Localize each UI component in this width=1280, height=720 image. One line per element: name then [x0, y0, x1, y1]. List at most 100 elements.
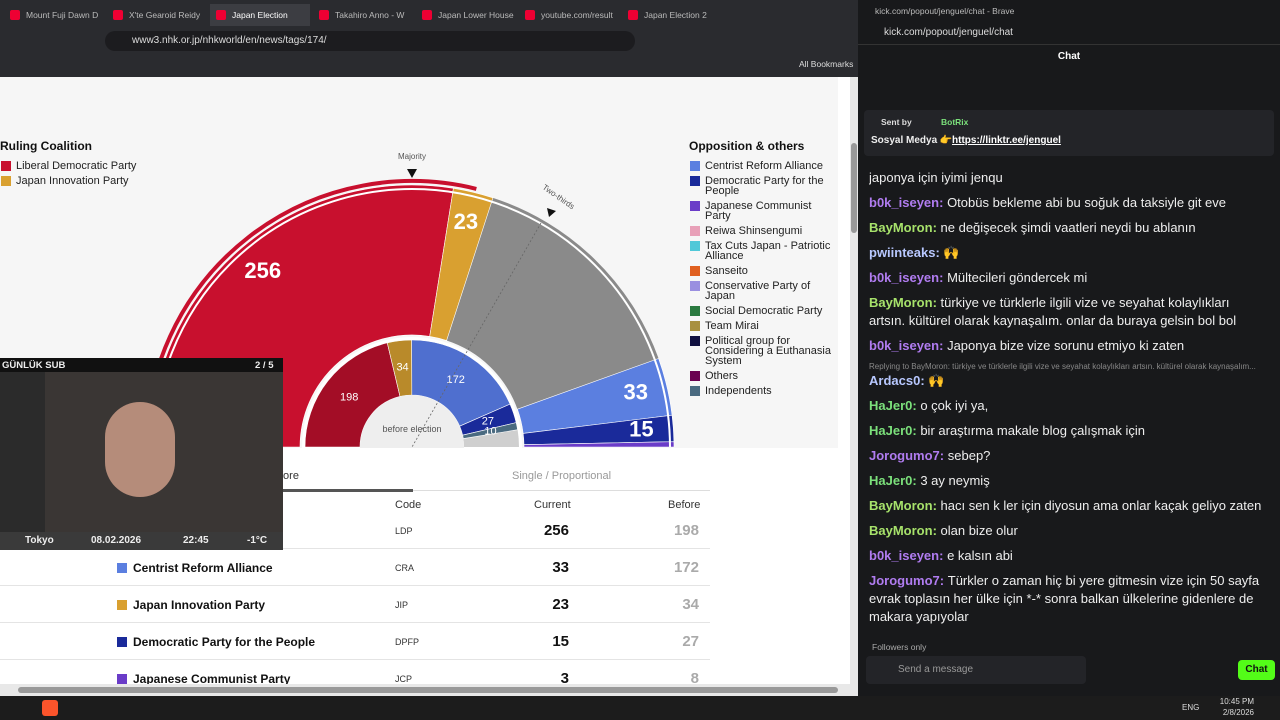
- chat-message: b0k_iseyen: Mültecileri göndercek mi: [869, 265, 1269, 290]
- legend-item: Social Democratic Party: [690, 305, 840, 317]
- remaining-seats: [446, 197, 659, 410]
- username: BayMoron: [869, 219, 933, 235]
- current-seats: 33: [552, 559, 569, 576]
- party-name: Japanese Communist Party: [133, 672, 291, 684]
- legend-item: Liberal Democratic Party: [1, 161, 151, 172]
- browser-chrome: Mount Fuji Dawn D X'te Gearoid Reidy Japan…: [0, 0, 858, 77]
- legend-label: Centrist Reform Alliance: [705, 160, 823, 172]
- browser-tab[interactable]: Takahiro Anno - W: [313, 4, 413, 26]
- legend-swatch: [1, 161, 11, 171]
- clock: 10:45 PM: [1219, 697, 1254, 706]
- message-text: Japonya bize vize sorunu etmiyo ki zaten: [947, 337, 1185, 353]
- message-input[interactable]: [866, 656, 1086, 684]
- username: b0k_iseyen: [869, 269, 940, 285]
- language: ENG: [1182, 703, 1200, 712]
- legend-swatch: [690, 306, 700, 316]
- chat-message: b0k_iseyen: Otobüs bekleme abi bu soğuk …: [869, 190, 1269, 215]
- browser-tab[interactable]: youtube.com/result: [519, 4, 619, 26]
- browser-tab[interactable]: Japan Election 2: [622, 4, 722, 26]
- table-tab[interactable]: Single / Proportional: [512, 470, 612, 482]
- table-tab[interactable]: fore: [280, 470, 299, 482]
- legend-swatch: [690, 161, 700, 171]
- table-row: Japanese Communist Party JCP 3 8: [0, 661, 710, 684]
- tab-icon: [422, 10, 432, 20]
- reply-context: Replying to BayMoron: türkiye ve türkler…: [869, 361, 1256, 371]
- tab-icon: [10, 10, 20, 20]
- pinned-link[interactable]: https://linktr.ee/jenguel: [952, 135, 1061, 146]
- browser-tab[interactable]: Japan Lower House: [416, 4, 516, 26]
- legend-swatch: [690, 266, 700, 276]
- legend-label: Social Democratic Party: [705, 305, 823, 317]
- date: 08.02.2026: [91, 535, 142, 546]
- brave-icon[interactable]: [42, 700, 58, 716]
- row-swatch: [117, 600, 127, 610]
- legend-label: Japan Innovation Party: [16, 175, 129, 187]
- scrollbar[interactable]: [850, 77, 858, 684]
- h-scrollbar[interactable]: [0, 684, 858, 696]
- bookmarks[interactable]: All Bookmarks: [799, 59, 854, 69]
- col-header: Current: [534, 499, 571, 511]
- chat-message: BayMoron: hacı sen k ler için diyosun am…: [869, 493, 1269, 518]
- message-text: Otobüs bekleme abi bu soğuk da taksiyle …: [947, 194, 1227, 210]
- username: BayMoron: [869, 497, 933, 513]
- message-list: japonya için iyimi jenqu b0k_iseyen: Otob…: [869, 155, 1269, 633]
- before-seats: 8: [690, 670, 699, 684]
- row-swatch: [117, 674, 127, 684]
- legend-label: Reiwa Shinsengumi: [705, 225, 803, 237]
- input-placeholder: Send a message: [898, 664, 974, 675]
- overlay-bar: [0, 358, 283, 372]
- legend-label: Others: [705, 370, 739, 382]
- party-code: LDP: [395, 526, 413, 536]
- username: Jorogumo7: [869, 572, 940, 588]
- legend-item: Reiwa Shinsengumi: [690, 225, 840, 237]
- legend-item: Japan Innovation Party: [1, 175, 151, 187]
- party-code: DPFP: [395, 637, 420, 647]
- message-text: sebep?: [947, 447, 991, 463]
- chat-url: kick.com/popout/jenguel/chat: [884, 27, 1013, 38]
- colon: :: [939, 194, 948, 210]
- legend-item: Tax Cuts Japan - Patriotic Alliance: [690, 241, 840, 262]
- two-thirds-line: [411, 222, 542, 448]
- party-name: Japan Innovation Party: [133, 598, 266, 612]
- tab-icon: [113, 10, 123, 20]
- legend-label: Democratic Party for the People: [705, 175, 824, 197]
- colon: :: [939, 547, 948, 563]
- colon: :: [912, 422, 921, 438]
- username: b0k_iseyen: [869, 194, 940, 210]
- chat-window: kick.com/popout/jenguel/chat - Brave kic…: [858, 0, 1280, 696]
- browser-tab[interactable]: Japan Election: [210, 4, 310, 26]
- party-code: JCP: [395, 674, 413, 684]
- party-name: Centrist Reform Alliance: [133, 561, 273, 575]
- table-row: Centrist Reform Alliance CRA 33 172: [0, 550, 710, 586]
- chat-message: Replying to BayMoron: türkiye ve türkler…: [869, 358, 1269, 393]
- followers-only: Followers only: [872, 642, 927, 652]
- chat-title: Chat: [1057, 51, 1081, 62]
- seat-wedge: [523, 441, 675, 448]
- date: 2/8/2026: [1222, 708, 1254, 717]
- chat-message: BayMoron: türkiye ve türklerle ilgili vi…: [869, 290, 1269, 333]
- divider: [858, 44, 1280, 45]
- message-text: o çok iyi ya,: [920, 397, 989, 413]
- send-button[interactable]: Chat: [1238, 660, 1275, 680]
- webcam-overlay: GÜNLÜK SUB 2 / 5 Tokyo 08.02.2026 22:45 …: [0, 358, 283, 550]
- legend-item: Conservative Party of Japan: [690, 281, 840, 302]
- browser-tab[interactable]: X'te Gearoid Reidy: [107, 4, 207, 26]
- browser-tab[interactable]: Mount Fuji Dawn D: [4, 4, 104, 26]
- legend-swatch: [690, 336, 700, 346]
- legend-item: Independents: [690, 386, 840, 397]
- tab-icon: [628, 10, 638, 20]
- window-title: kick.com/popout/jenguel/chat - Brave: [875, 6, 1015, 16]
- majority-label: Majority: [398, 152, 426, 161]
- address-bar[interactable]: [105, 31, 635, 51]
- tab-icon: [525, 10, 535, 20]
- username: Ardacs0: [869, 372, 921, 388]
- before-seats: 198: [673, 522, 699, 539]
- seat-wedge: [429, 187, 494, 341]
- colon: :: [920, 372, 929, 388]
- url: www3.nhk.or.jp/nhkworld/en/news/tags/174…: [132, 35, 327, 46]
- message-text: Türkler o zaman hiç bi yere gitmesin viz…: [869, 572, 1260, 624]
- col-header: Before: [668, 499, 701, 511]
- bot-name: BotRix: [941, 117, 969, 127]
- current-seats: 3: [560, 670, 569, 684]
- username: b0k_iseyen: [869, 337, 940, 353]
